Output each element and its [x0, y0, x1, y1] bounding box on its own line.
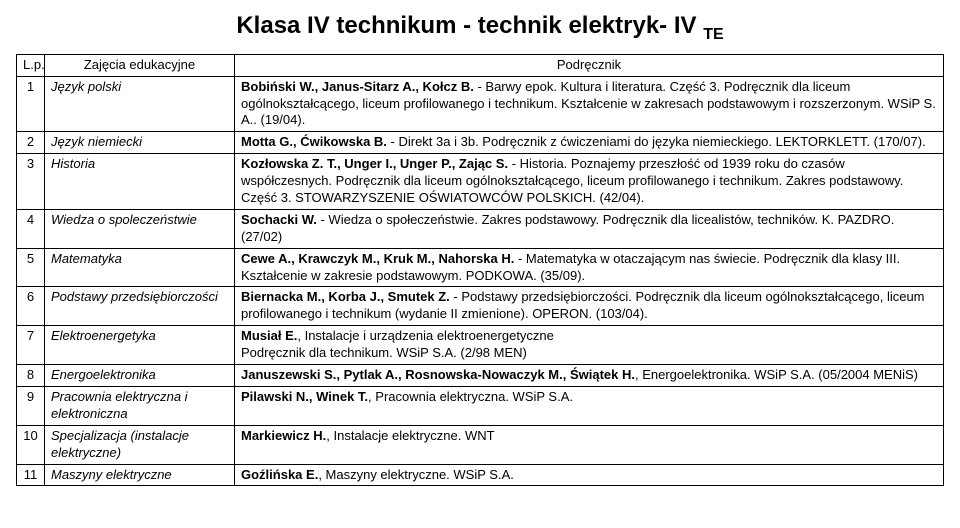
cell-textbook: Bobiński W., Janus-Sitarz A., Kołcz B. -… — [235, 76, 944, 132]
cell-subject: Język niemiecki — [45, 132, 235, 154]
desc-text: - Wiedza o społeczeństwie. Zakres podsta… — [241, 212, 894, 244]
author-text: Cewe A., Krawczyk M., Kruk M., Nahorska … — [241, 251, 514, 266]
author-text: Biernacka M., Korba J., Smutek Z. — [241, 289, 450, 304]
author-text: Musiał E. — [241, 328, 297, 343]
desc-text: , Instalacje elektryczne. WNT — [326, 428, 494, 443]
cell-textbook: Cewe A., Krawczyk M., Kruk M., Nahorska … — [235, 248, 944, 287]
author-text: Januszewski S., Pytlak A., Rosnowska-Now… — [241, 367, 635, 382]
desc-text: , Maszyny elektryczne. WSiP S.A. — [318, 467, 514, 482]
title-sub: TE — [703, 26, 723, 43]
author-text: Kozłowska Z. T., Unger I., Unger P., Zaj… — [241, 156, 508, 171]
cell-textbook: Markiewicz H., Instalacje elektryczne. W… — [235, 425, 944, 464]
table-row: 9Pracownia elektryczna i elektronicznaPi… — [17, 386, 944, 425]
author-text: Sochacki W. — [241, 212, 317, 227]
desc-text: , Pracownia elektryczna. WSiP S.A. — [368, 389, 573, 404]
cell-lp: 4 — [17, 209, 45, 248]
table-row: 3Historia Kozłowska Z. T., Unger I., Unge… — [17, 154, 944, 210]
table-row: 5Matematyka Cewe A., Krawczyk M., Kruk M.… — [17, 248, 944, 287]
textbook-table: L.p. Zajęcia edukacyjne Podręcznik 1Języ… — [16, 54, 944, 487]
author-text: Markiewicz H. — [241, 428, 326, 443]
cell-textbook: Pilawski N., Winek T., Pracownia elektry… — [235, 386, 944, 425]
col-lp: L.p. — [17, 54, 45, 76]
cell-lp: 9 — [17, 386, 45, 425]
cell-lp: 8 — [17, 365, 45, 387]
cell-subject: Maszyny elektryczne — [45, 464, 235, 486]
cell-textbook: Januszewski S., Pytlak A., Rosnowska-Now… — [235, 365, 944, 387]
table-row: 6Podstawy przedsiębiorczościBiernacka M.… — [17, 287, 944, 326]
table-row: 11Maszyny elektryczneGoźlińska E., Maszy… — [17, 464, 944, 486]
desc-text: - Direkt 3a i 3b. Podręcznik z ćwiczenia… — [387, 134, 926, 149]
cell-lp: 11 — [17, 464, 45, 486]
cell-subject: Historia — [45, 154, 235, 210]
table-row: 2Język niemieckiMotta G., Ćwikowska B. -… — [17, 132, 944, 154]
page-title: Klasa IV technikum - technik elektryk- I… — [16, 12, 944, 44]
author-text: Motta G., Ćwikowska B. — [241, 134, 387, 149]
table-header-row: L.p. Zajęcia edukacyjne Podręcznik — [17, 54, 944, 76]
cell-textbook: Sochacki W. - Wiedza o społeczeństwie. Z… — [235, 209, 944, 248]
cell-lp: 3 — [17, 154, 45, 210]
cell-lp: 5 — [17, 248, 45, 287]
cell-subject: Energoelektronika — [45, 365, 235, 387]
author-text: Bobiński W., Janus-Sitarz A., Kołcz B. — [241, 79, 474, 94]
cell-lp: 10 — [17, 425, 45, 464]
title-main: Klasa IV technikum - technik elektryk- I… — [236, 12, 703, 39]
table-row: 10Specjalizacja (instalacje elektryczne)… — [17, 425, 944, 464]
cell-subject: Elektroenergetyka — [45, 326, 235, 365]
cell-lp: 6 — [17, 287, 45, 326]
cell-textbook: Goźlińska E., Maszyny elektryczne. WSiP … — [235, 464, 944, 486]
cell-textbook: Kozłowska Z. T., Unger I., Unger P., Zaj… — [235, 154, 944, 210]
col-textbook: Podręcznik — [235, 54, 944, 76]
cell-lp: 1 — [17, 76, 45, 132]
cell-lp: 2 — [17, 132, 45, 154]
author-text: Pilawski N., Winek T. — [241, 389, 368, 404]
author-text: Goźlińska E. — [241, 467, 318, 482]
table-row: 7ElektroenergetykaMusiał E., Instalacje … — [17, 326, 944, 365]
cell-subject: Wiedza o spoleczeństwie — [45, 209, 235, 248]
table-row: 8Energoelektronika Januszewski S., Pytlak… — [17, 365, 944, 387]
table-row: 4Wiedza o spoleczeństwieSochacki W. - Wi… — [17, 209, 944, 248]
desc-text: , Energoelektronika. WSiP S.A. (05/2004 … — [635, 367, 918, 382]
table-row: 1Język polskiBobiński W., Janus-Sitarz A… — [17, 76, 944, 132]
cell-subject: Pracownia elektryczna i elektroniczna — [45, 386, 235, 425]
cell-textbook: Musiał E., Instalacje i urządzenia elekt… — [235, 326, 944, 365]
cell-lp: 7 — [17, 326, 45, 365]
cell-textbook: Motta G., Ćwikowska B. - Direkt 3a i 3b.… — [235, 132, 944, 154]
cell-subject: Matematyka — [45, 248, 235, 287]
col-subject: Zajęcia edukacyjne — [45, 54, 235, 76]
cell-subject: Język polski — [45, 76, 235, 132]
cell-subject: Specjalizacja (instalacje elektryczne) — [45, 425, 235, 464]
cell-textbook: Biernacka M., Korba J., Smutek Z. - Pods… — [235, 287, 944, 326]
cell-subject: Podstawy przedsiębiorczości — [45, 287, 235, 326]
